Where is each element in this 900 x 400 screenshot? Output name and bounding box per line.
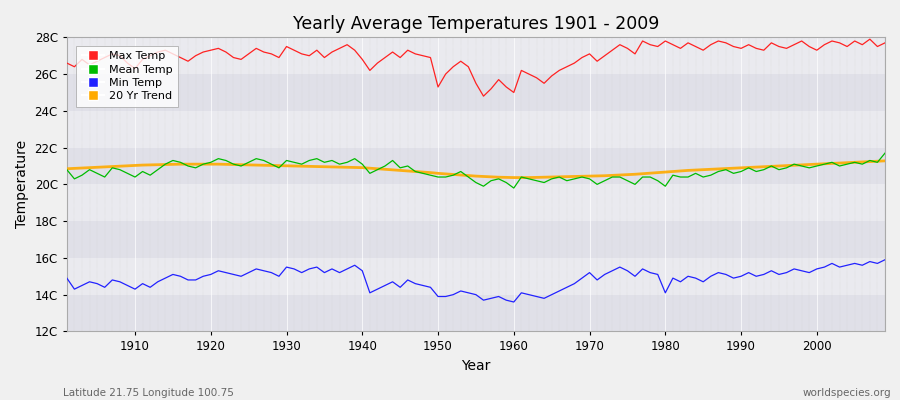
Bar (67, 37, 885, 74)
Bar (67, 148, 885, 184)
Bar (67, 111, 885, 148)
Legend: Max Temp, Mean Temp, Min Temp, 20 Yr Trend: Max Temp, Mean Temp, Min Temp, 20 Yr Tre… (76, 46, 178, 107)
X-axis label: Year: Year (461, 359, 491, 373)
Text: worldspecies.org: worldspecies.org (803, 388, 891, 398)
Bar (67, 221, 885, 258)
Y-axis label: Temperature: Temperature (15, 140, 29, 228)
Title: Yearly Average Temperatures 1901 - 2009: Yearly Average Temperatures 1901 - 2009 (292, 15, 659, 33)
Text: Latitude 21.75 Longitude 100.75: Latitude 21.75 Longitude 100.75 (63, 388, 234, 398)
Bar (67, 74, 885, 111)
Bar (67, 295, 885, 332)
Bar (67, 184, 885, 221)
Bar (67, 258, 885, 295)
